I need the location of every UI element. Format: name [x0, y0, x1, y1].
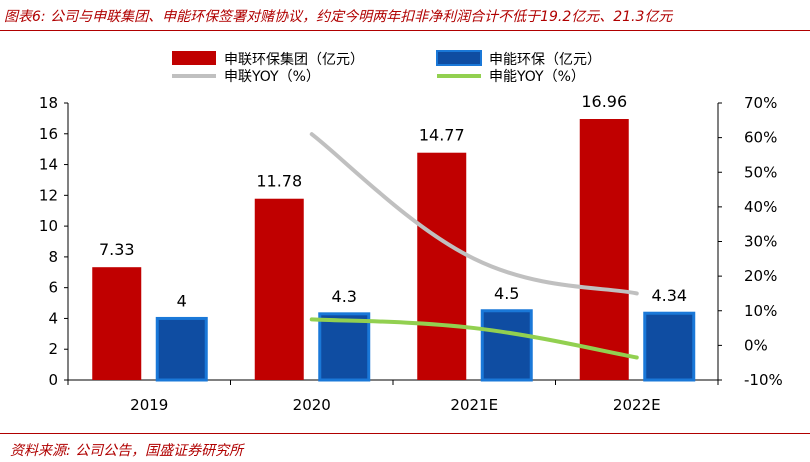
right-tick-label: -10% — [744, 371, 783, 389]
figure-title: 图表6: 公司与申联集团、申能环保签署对赌协议，约定今明两年扣非净利润合计不低于… — [4, 9, 673, 25]
left-tick-label: 0 — [48, 371, 58, 389]
bar-shenlian — [417, 152, 467, 380]
left-tick-label: 12 — [39, 186, 58, 204]
legend-swatch — [172, 51, 216, 65]
bar-shenneng — [155, 316, 208, 382]
right-tick-label: 70% — [744, 94, 777, 112]
bar-label-shenlian: 16.96 — [581, 92, 627, 111]
right-tick-label: 40% — [744, 198, 777, 216]
legend-label: 申能YOY（%） — [489, 69, 585, 85]
line-shenlian-yoy — [309, 132, 639, 296]
bar-shenneng — [643, 311, 696, 382]
bar-shenneng — [318, 312, 371, 382]
right-tick-label: 10% — [744, 302, 777, 320]
bar-shenneng — [480, 309, 533, 382]
right-tick-label: 0% — [744, 336, 768, 354]
legend-label: 申联YOY（%） — [224, 69, 320, 85]
bar-label-shenlian: 7.33 — [99, 240, 135, 259]
legend-swatch — [436, 50, 482, 66]
right-tick-label: 30% — [744, 233, 777, 251]
bar-shenlian — [92, 267, 142, 380]
left-tick-label: 4 — [48, 309, 58, 327]
left-tick-label: 10 — [39, 217, 58, 235]
x-tick-label: 2019 — [130, 396, 168, 414]
right-tick-label: 60% — [744, 129, 777, 147]
bar-label-shenlian: 14.77 — [419, 126, 465, 145]
bar-label-shenneng: 4.5 — [494, 284, 519, 303]
bar-shenlian — [254, 198, 304, 380]
left-tick-label: 8 — [48, 248, 58, 266]
left-tick-label: 18 — [39, 94, 58, 112]
left-tick-label: 14 — [39, 156, 58, 174]
top-rule — [0, 30, 810, 31]
right-tick-label: 50% — [744, 163, 777, 181]
x-tick-label: 2020 — [293, 396, 331, 414]
left-tick-label: 6 — [48, 279, 58, 297]
source-note: 资料来源: 公司公告，国盛证券研究所 — [10, 443, 244, 459]
bar-label-shenneng: 4.34 — [651, 286, 687, 305]
left-tick-label: 16 — [39, 125, 58, 143]
legend-label: 申联环保集团（亿元） — [224, 51, 364, 68]
right-tick-label: 20% — [744, 267, 777, 285]
x-tick-label: 2021E — [450, 396, 498, 414]
x-tick-label: 2022E — [613, 396, 661, 414]
bar-shenlian — [579, 119, 629, 380]
left-tick-label: 2 — [48, 340, 58, 358]
bar-label-shenneng: 4.3 — [332, 287, 357, 306]
legend-label: 申能环保（亿元） — [489, 52, 601, 68]
bar-label-shenlian: 11.78 — [256, 172, 302, 191]
bottom-rule — [0, 433, 810, 434]
bar-label-shenneng: 4 — [177, 291, 187, 310]
